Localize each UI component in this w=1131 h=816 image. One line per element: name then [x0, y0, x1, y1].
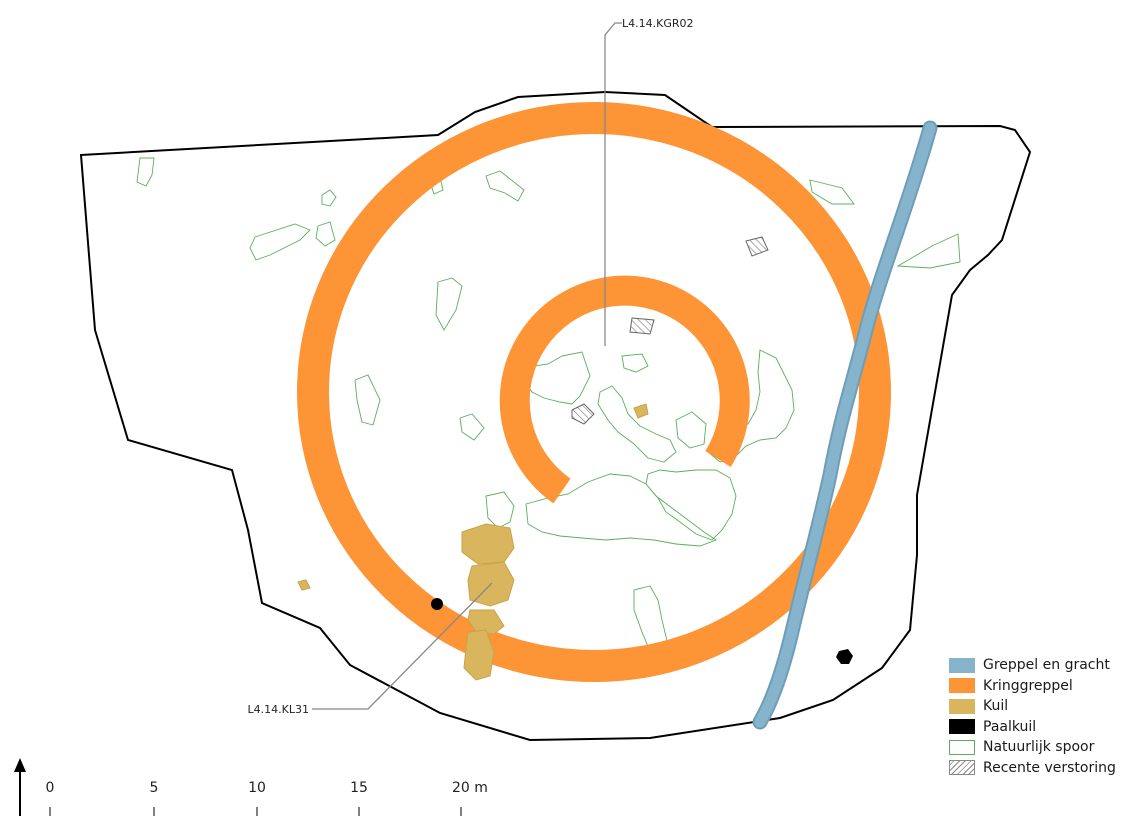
scale-tick-label: 20 m — [452, 780, 488, 796]
recent-disturbance — [630, 318, 654, 334]
legend-swatch — [949, 658, 975, 673]
legend-swatch — [949, 719, 975, 734]
legend-item: Kuil — [949, 696, 1129, 717]
legend-item: Recente verstoring — [949, 758, 1129, 779]
legend-swatch — [949, 760, 975, 775]
scale-tick-label: 5 — [150, 780, 159, 796]
legend-label: Kuil — [983, 698, 1008, 714]
legend-item: Kringgreppel — [949, 676, 1129, 697]
legend-swatch — [949, 678, 975, 693]
scale-tick-label: 15 — [350, 780, 368, 796]
scale-bar: 0 5 10 15 20 m — [46, 780, 488, 816]
legend-item: Greppel en gracht — [949, 655, 1129, 676]
legend-swatch — [949, 740, 975, 755]
legend-label: Recente verstoring — [983, 760, 1116, 776]
legend-label: Natuurlijk spoor — [983, 739, 1094, 755]
scale-tick-label: 10 — [248, 780, 266, 796]
legend-swatch — [949, 699, 975, 714]
north-arrow-icon — [14, 758, 26, 816]
scale-tick-label: 0 — [46, 780, 55, 796]
ring-feature-label: L4.14.KGR02 — [622, 17, 694, 30]
legend-label: Greppel en gracht — [983, 657, 1110, 673]
pit-feature-label: L4.14.KL31 — [248, 703, 309, 716]
post-hole — [431, 598, 443, 610]
legend-item: Natuurlijk spoor — [949, 737, 1129, 758]
map-legend: Greppel en gracht Kringgreppel Kuil Paal… — [949, 655, 1129, 778]
legend-label: Kringgreppel — [983, 678, 1073, 694]
legend-item: Paalkuil — [949, 717, 1129, 738]
legend-label: Paalkuil — [983, 719, 1036, 735]
pit — [462, 524, 514, 564]
